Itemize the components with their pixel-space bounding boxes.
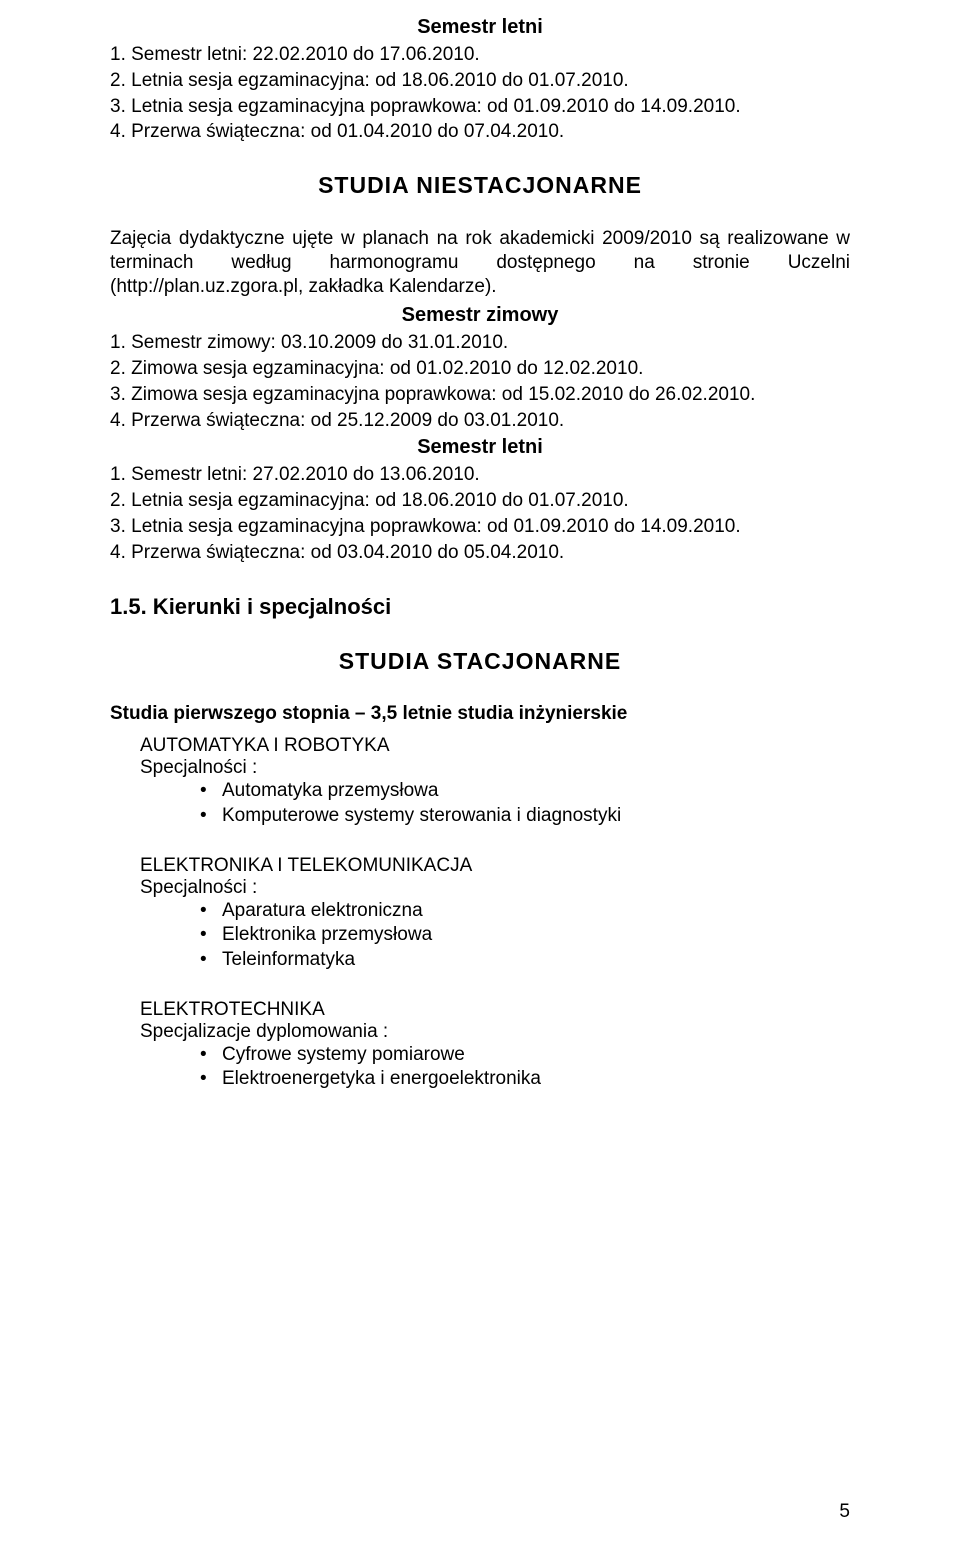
group-2-spec-label: Specjalizacje dyplomowania : — [140, 1021, 850, 1043]
summer1-line-3: 3. Letnia sesja egzaminacyjna poprawkowa… — [110, 95, 850, 119]
summer2-line-2: 2. Letnia sesja egzaminacyjna: od 18.06.… — [110, 489, 850, 513]
summer2-heading: Semestr letni — [110, 436, 850, 459]
group-1-item-0: Aparatura elektroniczna — [200, 899, 850, 924]
kierunki-heading: 1.5. Kierunki i specjalności — [110, 594, 850, 620]
niestacjonarne-intro: Zajęcia dydaktyczne ujęte w planach na r… — [110, 227, 850, 298]
group-2-item-1: Elektroenergetyka i energoelektronika — [200, 1067, 850, 1092]
group-1-spec-label: Specjalności : — [140, 877, 850, 899]
group-0-items: Automatyka przemysłowa Komputerowe syste… — [200, 779, 850, 828]
group-0-item-0: Automatyka przemysłowa — [200, 779, 850, 804]
summer2-line-3: 3. Letnia sesja egzaminacyjna poprawkowa… — [110, 515, 850, 539]
group-2-title: ELEKTROTECHNIKA — [140, 999, 850, 1021]
group-1-title: ELEKTRONIKA I TELEKOMUNIKACJA — [140, 855, 850, 877]
winter-heading: Semestr zimowy — [110, 304, 850, 327]
summer1-line-2: 2. Letnia sesja egzaminacyjna: od 18.06.… — [110, 69, 850, 93]
group-0-title: AUTOMATYKA I ROBOTYKA — [140, 735, 850, 757]
summer2-line-4: 4. Przerwa świąteczna: od 03.04.2010 do … — [110, 541, 850, 565]
group-1-item-2: Teleinformatyka — [200, 948, 850, 973]
group-0-item-1: Komputerowe systemy sterowania i diagnos… — [200, 804, 850, 829]
summer1-heading: Semestr letni — [110, 16, 850, 39]
group-1-items: Aparatura elektroniczna Elektronika prze… — [200, 899, 850, 973]
stacjonarne-subhead: Studia pierwszego stopnia – 3,5 letnie s… — [110, 703, 850, 725]
stacjonarne-heading: STUDIA STACJONARNE — [110, 648, 850, 675]
winter-line-1: 1. Semestr zimowy: 03.10.2009 do 31.01.2… — [110, 331, 850, 355]
group-2-item-0: Cyfrowe systemy pomiarowe — [200, 1043, 850, 1068]
group-0-spec-label: Specjalności : — [140, 757, 850, 779]
niestacjonarne-heading: STUDIA NIESTACJONARNE — [110, 172, 850, 199]
winter-line-4: 4. Przerwa świąteczna: od 25.12.2009 do … — [110, 409, 850, 433]
winter-line-2: 2. Zimowa sesja egzaminacyjna: od 01.02.… — [110, 357, 850, 381]
winter-line-3: 3. Zimowa sesja egzaminacyjna poprawkowa… — [110, 383, 850, 407]
summer1-line-4: 4. Przerwa świąteczna: od 01.04.2010 do … — [110, 120, 850, 144]
summer1-line-1: 1. Semestr letni: 22.02.2010 do 17.06.20… — [110, 43, 850, 67]
document-page: Semestr letni 1. Semestr letni: 22.02.20… — [0, 0, 960, 1543]
summer2-line-1: 1. Semestr letni: 27.02.2010 do 13.06.20… — [110, 463, 850, 487]
group-1-item-1: Elektronika przemysłowa — [200, 923, 850, 948]
group-2-items: Cyfrowe systemy pomiarowe Elektroenerget… — [200, 1043, 850, 1092]
page-number: 5 — [839, 1501, 850, 1523]
